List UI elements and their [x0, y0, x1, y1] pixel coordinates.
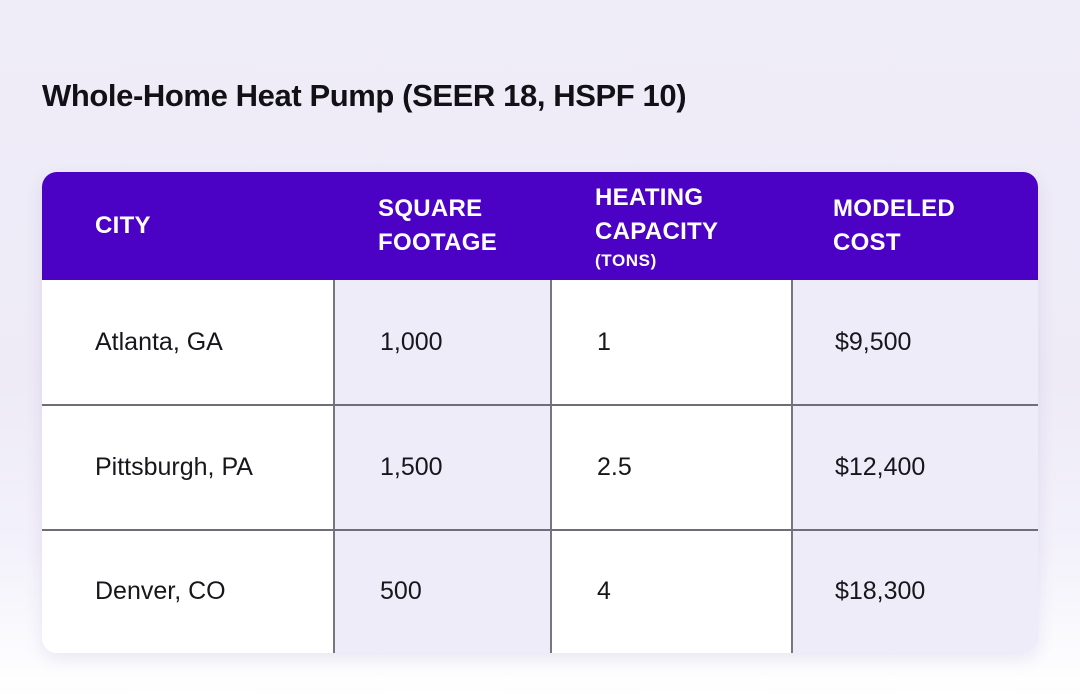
page-title: Whole-Home Heat Pump (SEER 18, HSPF 10) [42, 78, 687, 113]
column-header-modeled-cost: MODELED COST [791, 172, 1038, 280]
cell-heating-capacity: 1 [550, 280, 791, 405]
cell-heating-capacity: 2.5 [550, 404, 791, 529]
cell-heating-capacity: 4 [550, 528, 791, 653]
cell-modeled-cost: $12,400 [790, 404, 1038, 529]
column-header-square-footage: SQUARE FOOTAGE [333, 172, 550, 280]
cell-square-footage: 500 [333, 528, 551, 653]
cell-modeled-cost: $9,500 [790, 280, 1038, 405]
heat-pump-table: CITY SQUARE FOOTAGE HEATING CAPACITY (TO… [42, 172, 1038, 653]
table-row: Denver, CO 500 4 $18,300 [42, 528, 1038, 653]
column-header-label: SQUARE FOOTAGE [378, 195, 497, 256]
table-row: Atlanta, GA 1,000 1 $9,500 [42, 280, 1038, 405]
cell-city: Pittsburgh, PA [42, 404, 334, 529]
column-header-label: HEATING CAPACITY [595, 184, 719, 245]
table-row: Pittsburgh, PA 1,500 2.5 $12,400 [42, 404, 1038, 529]
cell-city: Atlanta, GA [42, 280, 334, 405]
table-body: Atlanta, GA 1,000 1 $9,500 Pittsburgh, P… [42, 280, 1038, 653]
cell-city: Denver, CO [42, 528, 334, 653]
cell-square-footage: 1,000 [333, 280, 551, 405]
column-header-unit-label: (TONS) [595, 251, 657, 270]
column-header-label: CITY [95, 212, 151, 239]
cell-modeled-cost: $18,300 [790, 528, 1038, 653]
column-header-heating-capacity: HEATING CAPACITY (TONS) [550, 172, 791, 280]
table-header-row: CITY SQUARE FOOTAGE HEATING CAPACITY (TO… [42, 172, 1038, 280]
column-header-city: CITY [42, 172, 333, 280]
column-header-label: MODELED COST [832, 195, 956, 256]
cell-square-footage: 1,500 [333, 404, 551, 529]
